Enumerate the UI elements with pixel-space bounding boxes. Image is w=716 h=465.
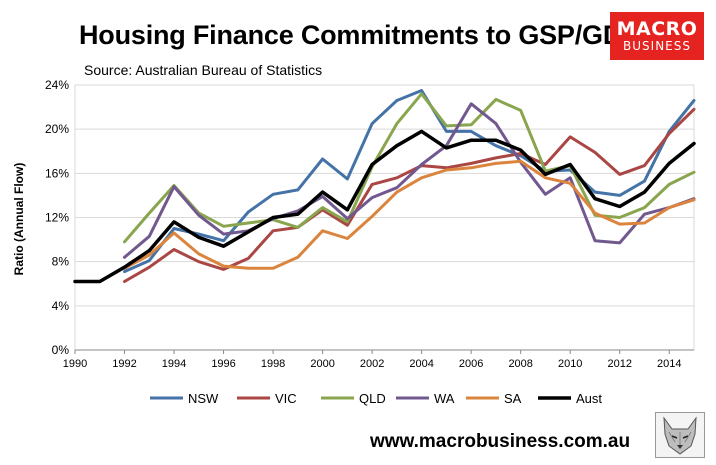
y-axis-label: Ratio (Annual Flow) xyxy=(12,163,26,276)
logo-line-1: MACRO xyxy=(616,18,698,40)
x-tick-label: 1992 xyxy=(112,358,136,370)
x-tick-label: 2008 xyxy=(508,358,532,370)
chart-source: Source: Australian Bureau of Statistics xyxy=(84,62,323,78)
y-tick-label: 24% xyxy=(45,78,69,92)
y-tick-label: 4% xyxy=(52,299,70,313)
x-tick-label: 2012 xyxy=(607,358,631,370)
y-tick-label: 20% xyxy=(45,122,69,136)
website-url[interactable]: www.macrobusiness.com.au xyxy=(370,431,631,452)
macrobusiness-logo[interactable]: MACRO BUSINESS xyxy=(610,12,704,60)
legend-label-nsw: NSW xyxy=(188,391,219,406)
series-line-aust xyxy=(73,129,696,284)
legend-label-vic: VIC xyxy=(275,391,297,406)
series-line-wa xyxy=(123,102,696,259)
logo-line-2: BUSINESS xyxy=(623,39,691,53)
y-tick-label: 16% xyxy=(45,166,69,180)
chart-gridlines xyxy=(74,84,695,351)
legend-label-sa: SA xyxy=(504,391,522,406)
y-tick-label: 12% xyxy=(45,211,69,225)
wolf-icon xyxy=(655,412,705,458)
x-tick-label: 1998 xyxy=(261,358,285,370)
chart-legend: NSW VIC QLD WA SA Aust xyxy=(150,391,602,406)
y-tick-label: 0% xyxy=(52,343,70,357)
legend-label-aust: Aust xyxy=(576,391,602,406)
chart-series xyxy=(73,89,696,284)
series-line-sa xyxy=(123,159,696,270)
x-tick-label: 2014 xyxy=(657,358,681,370)
x-tick-label: 2002 xyxy=(360,358,384,370)
x-axis-ticks: 1990 1992 1994 1996 1998 2000 2002 2004 2006 2008… xyxy=(63,349,694,370)
legend-label-wa: WA xyxy=(434,391,455,406)
x-tick-label: 1996 xyxy=(211,358,235,370)
series-line-vic xyxy=(123,107,696,283)
y-axis-ticks: 0% 4% 8% 12% 16% 20% 24% xyxy=(45,78,69,357)
x-tick-label: 2010 xyxy=(558,358,582,370)
series-line-nsw xyxy=(123,89,696,274)
x-tick-label: 2000 xyxy=(310,358,334,370)
x-tick-label: 1990 xyxy=(63,358,87,370)
x-tick-label: 2006 xyxy=(459,358,483,370)
chart-title: Housing Finance Commitments to GSP/GDP xyxy=(79,20,640,50)
legend-label-qld: QLD xyxy=(359,391,386,406)
y-tick-label: 8% xyxy=(52,255,70,269)
x-tick-label: 1994 xyxy=(162,358,186,370)
x-tick-label: 2004 xyxy=(409,358,433,370)
